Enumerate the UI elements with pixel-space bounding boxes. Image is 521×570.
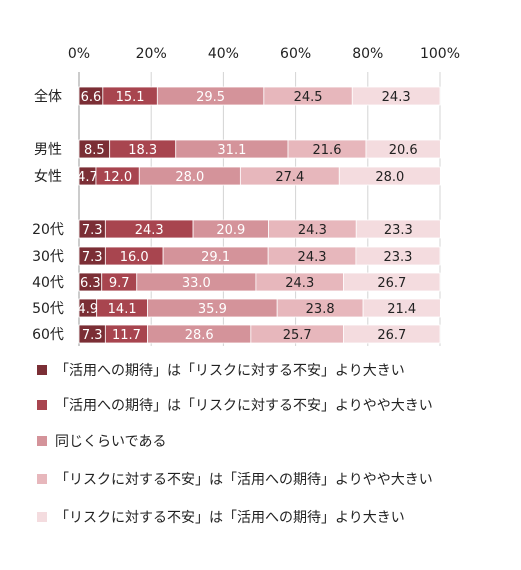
x-tick-label: 20% <box>136 46 167 62</box>
legend-swatch <box>37 400 47 410</box>
data-label: 27.4 <box>275 170 304 185</box>
data-label: 35.9 <box>198 302 227 317</box>
data-label: 26.7 <box>377 328 406 343</box>
category-label: 40代 <box>32 275 64 291</box>
bar-segment <box>362 298 441 318</box>
legend-swatch <box>37 436 47 446</box>
data-label: 28.0 <box>175 170 204 185</box>
data-label: 24.3 <box>285 276 314 291</box>
data-label: 24.3 <box>382 90 411 105</box>
x-tick-label: 40% <box>208 46 239 62</box>
data-label: 28.6 <box>185 328 214 343</box>
bar-segment <box>365 139 441 159</box>
bar-segment <box>343 324 441 344</box>
data-label: 29.1 <box>201 250 230 265</box>
bar-segment <box>355 219 441 239</box>
data-label: 26.7 <box>377 276 406 291</box>
bar-segment <box>355 246 441 266</box>
data-label: 16.0 <box>120 250 149 265</box>
data-label: 28.0 <box>375 170 404 185</box>
legend-swatch <box>37 512 47 522</box>
data-label: 24.3 <box>298 250 327 265</box>
legend-label: 「活用への期待」は「リスクに対する不安」よりやや大きい <box>55 398 433 414</box>
data-label: 21.4 <box>387 302 416 317</box>
data-label: 11.7 <box>112 328 141 343</box>
data-label: 9.7 <box>109 276 130 291</box>
legend: 「活用への期待」は「リスクに対する不安」より大きい「活用への期待」は「リスクに対… <box>37 363 433 526</box>
category-label: 30代 <box>32 249 64 265</box>
data-label: 24.3 <box>298 223 327 238</box>
bar-segment <box>351 86 441 106</box>
data-label: 4.7 <box>77 170 98 185</box>
data-label: 7.3 <box>82 328 103 343</box>
data-label: 21.6 <box>313 143 342 158</box>
x-tick-label: 60% <box>280 46 311 62</box>
data-label: 4.9 <box>78 302 99 317</box>
data-label: 14.1 <box>108 302 137 317</box>
legend-swatch <box>37 365 47 375</box>
data-label: 31.1 <box>217 143 246 158</box>
x-tick-label: 100% <box>420 46 460 62</box>
bar-segment <box>343 272 441 292</box>
data-label: 18.3 <box>128 143 157 158</box>
data-label: 29.5 <box>196 90 225 105</box>
data-label: 23.3 <box>383 250 412 265</box>
legend-swatch <box>37 474 47 484</box>
data-label: 25.7 <box>283 328 312 343</box>
data-label: 24.3 <box>135 223 164 238</box>
legend-label: 同じくらいである <box>55 434 166 450</box>
category-label: 50代 <box>32 301 64 317</box>
data-label: 23.3 <box>384 223 413 238</box>
legend-label: 「リスクに対する不安」は「活用への期待」よりやや大きい <box>55 472 433 488</box>
category-label: 20代 <box>32 222 64 238</box>
data-label: 7.3 <box>82 250 103 265</box>
gridlines <box>78 72 441 346</box>
data-label: 12.0 <box>103 170 132 185</box>
category-label: 女性 <box>34 168 62 185</box>
x-tick-label: 80% <box>352 46 383 62</box>
bar-segment <box>338 166 441 186</box>
data-label: 15.1 <box>116 90 145 105</box>
x-tick-label: 0% <box>68 46 90 62</box>
category-label: 60代 <box>32 327 64 343</box>
x-axis-tick-labels: 0% 20% 40% 60% 80% 100% <box>68 46 460 62</box>
data-label: 6.3 <box>80 276 101 291</box>
data-label: 20.9 <box>216 223 245 238</box>
legend-label: 「活用への期待」は「リスクに対する不安」より大きい <box>55 363 405 379</box>
data-label: 8.5 <box>84 143 105 158</box>
data-label: 23.8 <box>306 302 335 317</box>
data-label: 33.0 <box>182 276 211 291</box>
data-label: 20.6 <box>389 143 418 158</box>
category-label: 男性 <box>34 142 62 158</box>
legend-label: 「リスクに対する不安」は「活用への期待」より大きい <box>55 510 405 526</box>
data-label: 7.3 <box>82 223 103 238</box>
data-label: 24.5 <box>294 90 323 105</box>
category-label: 全体 <box>34 88 62 105</box>
bars: 6.6 15.1 29.5 24.5 24.3 8.5 18.3 31.1 21.6 20.6 4.… <box>77 86 441 344</box>
data-label: 6.6 <box>81 90 102 105</box>
